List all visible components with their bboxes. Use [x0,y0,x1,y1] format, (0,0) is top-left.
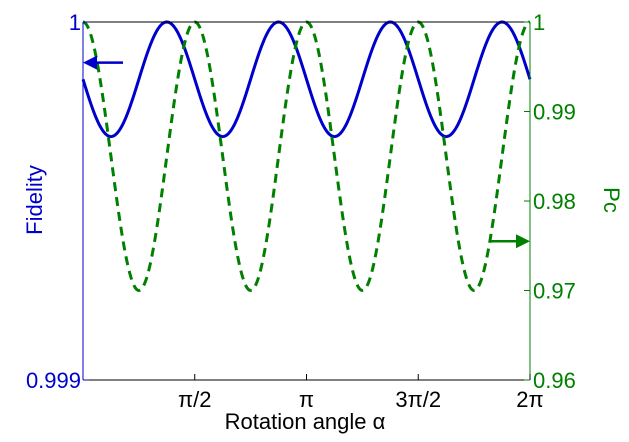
right-tick-label: 0.97 [533,279,576,304]
right-tick-label: 0.99 [533,100,576,125]
left-tick-label: 1 [69,10,81,35]
fidelity-axis-arrowhead [83,55,97,70]
left-tick-label: 0.999 [26,368,81,393]
right-axis-label: Pc [599,187,624,213]
pc-axis-arrowhead [516,234,530,249]
tick-labels: π/2 π 3π/2 2π 0.999 1 0.96 0.97 0.98 0.99 1 [26,10,576,412]
left-axis-label: Fidelity [22,165,47,235]
x-tick-label: 2π [516,387,543,412]
right-tick-label: 0.96 [533,368,576,393]
arrow-annotations [83,55,530,249]
x-tick-label: π [299,387,314,412]
plot-lines [81,20,532,293]
x-axis-label: Rotation angle α [225,409,386,434]
axes [82,21,531,381]
x-tick-label: π/2 [178,387,212,412]
right-tick-label: 1 [533,10,545,35]
x-tick-label: 3π/2 [395,387,441,412]
series-line-pc [82,20,531,293]
right-tick-label: 0.98 [533,189,576,214]
series-line-fidelity [81,20,532,139]
